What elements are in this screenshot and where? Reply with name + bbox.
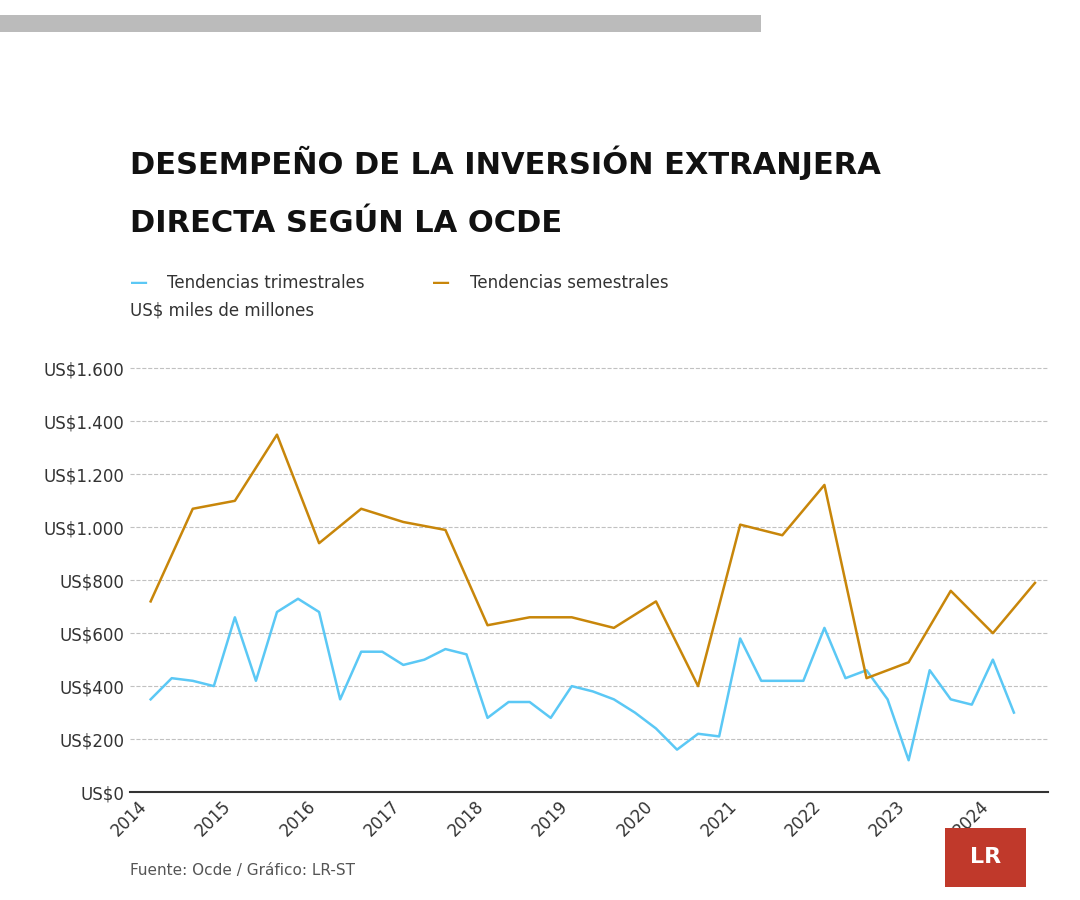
Text: —: — [432, 274, 450, 292]
Text: DIRECTA SEGÚN LA OCDE: DIRECTA SEGÚN LA OCDE [130, 210, 562, 239]
Text: LR: LR [970, 847, 1001, 868]
Text: Tendencias semestrales: Tendencias semestrales [470, 274, 669, 292]
Text: —: — [130, 274, 148, 292]
Text: Tendencias trimestrales: Tendencias trimestrales [167, 274, 365, 292]
Text: Fuente: Ocde / Gráfico: LR-ST: Fuente: Ocde / Gráfico: LR-ST [130, 862, 354, 878]
Text: DESEMPEÑO DE LA INVERSIÓN EXTRANJERA: DESEMPEÑO DE LA INVERSIÓN EXTRANJERA [130, 146, 880, 180]
Text: US$ miles de millones: US$ miles de millones [130, 302, 313, 319]
